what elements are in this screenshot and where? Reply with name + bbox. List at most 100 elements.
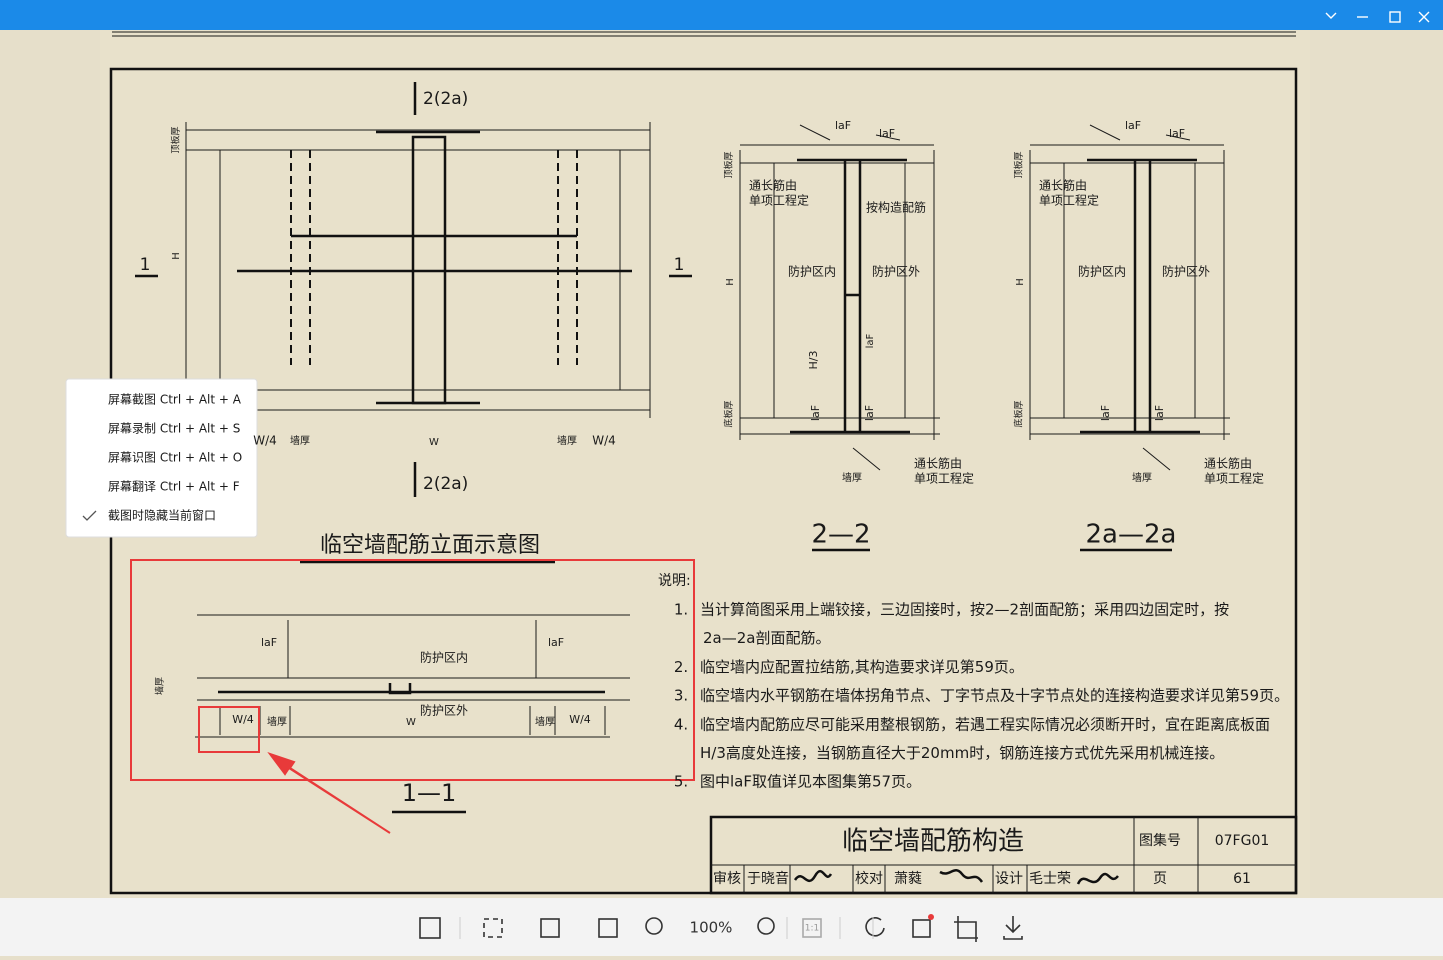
- note-text: 当计算简图采用上端铰接，三边固接时，按2—2剖面配筋；采用四边固定时，按: [700, 601, 1229, 619]
- collapse-button[interactable]: [1325, 12, 1337, 19]
- context-menu: [65, 378, 258, 538]
- block-cell: 07FG01: [1215, 833, 1270, 849]
- note: 单项工程定: [1204, 471, 1264, 486]
- dim-label: 墙厚: [535, 715, 555, 728]
- annotation-box-small: [198, 706, 260, 753]
- dim-label: 顶板厚: [170, 126, 182, 153]
- menu-item[interactable]: 屏幕识图 Ctrl + Alt + O: [108, 451, 242, 465]
- dim-label: 底板厚: [723, 400, 735, 427]
- note-number: 3.: [674, 687, 688, 705]
- zoom-level: 100%: [690, 919, 733, 937]
- note: 通长筋由: [914, 456, 962, 471]
- dim-label: 墙厚: [290, 434, 310, 447]
- dim-label: 底板厚: [1013, 400, 1025, 427]
- dim-label: H/3: [807, 351, 820, 370]
- section-2a-drawing: [1029, 124, 1230, 471]
- menu-item[interactable]: 屏幕翻译 Ctrl + Alt + F: [108, 480, 240, 494]
- zoom-in-button[interactable]: [757, 917, 775, 935]
- note-number: 1.: [674, 601, 688, 619]
- dim-label: laF: [261, 636, 277, 649]
- download-button[interactable]: [1003, 916, 1023, 940]
- badge: [928, 914, 934, 920]
- note: 单项工程定: [914, 471, 974, 486]
- zone-label: 防护区外: [872, 264, 920, 279]
- dim-label: W/4: [232, 713, 254, 726]
- toolbar: [0, 898, 1443, 956]
- dim-label: laF: [865, 333, 876, 348]
- zone-label: 防护区内: [788, 264, 836, 279]
- block-cell: 校对: [855, 870, 883, 887]
- section-marker: 2(2a): [423, 474, 468, 494]
- top-edge: [112, 31, 1296, 37]
- note: 按构造配筋: [866, 200, 926, 215]
- dim-label: 墙厚: [267, 715, 287, 728]
- crop-button[interactable]: [954, 916, 978, 942]
- menu-item[interactable]: 截图时隐藏当前窗口: [108, 508, 216, 523]
- note-text: 图中laF取值详见本图集第57页。: [700, 773, 921, 791]
- actual-size-label[interactable]: 1:1: [805, 924, 819, 934]
- zoom-out-button[interactable]: [645, 917, 663, 935]
- block-cell: 萧蕤: [894, 871, 922, 887]
- edit-button[interactable]: [912, 919, 931, 938]
- note: 通长筋由: [1039, 178, 1087, 193]
- rotate-button[interactable]: [865, 917, 885, 937]
- note: 单项工程定: [749, 193, 809, 208]
- dim-label: laF: [863, 405, 876, 421]
- dim-label: 墙厚: [1132, 471, 1152, 484]
- note-text: H/3高度处连接，当钢筋直径大于20mm时，钢筋连接方式优先采用机械连接。: [700, 744, 1224, 762]
- dim-label: W/4: [592, 434, 616, 448]
- ocr-button[interactable]: [540, 918, 560, 938]
- note-text: 临空墙内水平钢筋在墙体拐角节点、丁字节点及十字节点处的连接构造要求详见第59页。: [700, 687, 1289, 705]
- fit-button[interactable]: [598, 918, 618, 938]
- section-marker: 1: [674, 255, 685, 275]
- check-mark: [82, 510, 97, 521]
- dim-label: laF: [1169, 127, 1185, 140]
- notes-heading: 说明:: [658, 573, 691, 589]
- block-cell: 页: [1153, 871, 1167, 887]
- zone-label: 防护区外: [1162, 264, 1210, 279]
- dim-label: H: [725, 278, 736, 286]
- note-text: 临空墙内配筋应尽可能采用整根钢筋，若遇工程实际情况必须断开时，宜在距离底板面: [700, 715, 1270, 733]
- menu-item[interactable]: 屏幕截图 Ctrl + Alt + A: [108, 393, 242, 407]
- block-cell: 毛士荣: [1029, 871, 1071, 887]
- section-title: 2a—2a: [1086, 520, 1177, 550]
- note: 通长筋由: [1204, 456, 1252, 471]
- dim-label: laF: [809, 405, 822, 421]
- note-number: 4.: [674, 715, 688, 733]
- dim-label: laF: [1125, 119, 1141, 132]
- annotation-box: [130, 559, 695, 781]
- zone-label: 防护区内: [420, 650, 468, 665]
- dim-label: 墙厚: [154, 677, 166, 695]
- section-marker: 1: [140, 255, 151, 275]
- dim-label: laF: [879, 127, 895, 140]
- note-number: 2.: [674, 658, 688, 676]
- section-title: 2—2: [811, 520, 870, 550]
- dim-label: W: [429, 437, 439, 448]
- section-marker: 2(2a): [423, 89, 468, 109]
- dim-label: laF: [1153, 405, 1166, 421]
- dim-label: 顶板厚: [723, 151, 735, 178]
- menu-item[interactable]: 屏幕录制 Ctrl + Alt + S: [108, 422, 240, 436]
- close-button[interactable]: [1418, 11, 1430, 23]
- note-text: 2a—2a剖面配筋。: [703, 629, 830, 647]
- note-text: 临空墙内应配置拉结筋,其构造要求详见第59页。: [700, 658, 1024, 676]
- annotation-arrow: [267, 752, 391, 834]
- title-block: [709, 815, 1298, 895]
- actual-size-button[interactable]: [802, 918, 822, 938]
- dim-label: 顶板厚: [1013, 151, 1025, 178]
- dim-label: H: [171, 252, 182, 260]
- dim-label: W/4: [253, 434, 277, 448]
- block-cell: 于晓音: [747, 870, 789, 887]
- title-bar: [0, 0, 1443, 30]
- dim-label: laF: [548, 636, 564, 649]
- section-2-drawing: [739, 124, 940, 471]
- screenshot-button[interactable]: [483, 918, 503, 938]
- maximize-button[interactable]: [1389, 11, 1401, 23]
- dim-label: 墙厚: [842, 471, 862, 484]
- zone-label: 防护区内: [1078, 264, 1126, 279]
- dim-label: W/4: [569, 713, 591, 726]
- layout-button[interactable]: [419, 917, 441, 939]
- section-title: 1—1: [402, 779, 457, 807]
